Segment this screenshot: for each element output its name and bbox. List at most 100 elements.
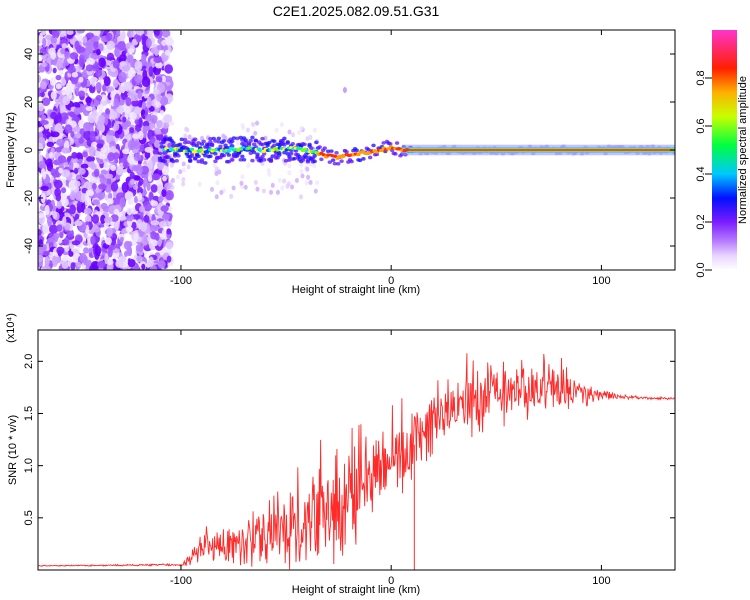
snr-x-tick-label: 0: [388, 575, 394, 587]
heatmap-ridge-halo: [199, 142, 205, 146]
heatmap-noise-cell: [40, 185, 49, 192]
heatmap-ridge-halo: [288, 151, 294, 156]
heatmap-noise-cell: [63, 237, 70, 246]
heatmap-noise-cell: [127, 258, 136, 268]
heatmap-noise-cell: [308, 180, 313, 186]
heatmap-noise-cell: [279, 122, 284, 128]
heatmap-ridge-halo: [285, 152, 290, 156]
heatmap-noise-cell: [182, 167, 187, 173]
heatmap-ridge-halo: [213, 139, 218, 143]
heatmap-noise-cell: [138, 205, 145, 213]
heatmap-noise-cell: [148, 256, 154, 268]
heatmap-noise-cell: [76, 30, 85, 34]
heatmap-ridge-halo: [272, 143, 277, 148]
heatmap-noise-cell: [55, 83, 62, 90]
heatmap-noise-cell: [70, 262, 76, 270]
heatmap-noise-cell: [275, 189, 280, 195]
heatmap-noise-cell: [299, 162, 304, 168]
heatmap-noise-cell: [342, 87, 347, 93]
heatmap-ridge-halo: [302, 142, 307, 147]
spectrogram-y-tick-label: -20: [23, 190, 35, 206]
heatmap-noise-cell: [69, 52, 79, 60]
heatmap-noise-cell: [150, 184, 158, 193]
heatmap-ridge-core: [189, 147, 195, 151]
heatmap-noise-cell: [78, 119, 85, 128]
heatmap-ridge-halo: [374, 152, 380, 157]
heatmap-noise-cell: [255, 120, 260, 126]
heatmap-noise-cell: [87, 113, 96, 124]
heatmap-noise-cell: [89, 177, 97, 183]
heatmap-noise-cell: [98, 261, 105, 269]
heatmap-noise-cell: [40, 119, 49, 126]
spectrogram-x-tick-label: -100: [170, 275, 192, 287]
heatmap-noise-cell: [155, 76, 163, 83]
heatmap-noise-cell: [150, 230, 157, 240]
heatmap-noise-cell: [124, 191, 134, 201]
heatmap-noise-cell: [100, 169, 108, 175]
heatmap-noise-cell: [144, 146, 154, 153]
heatmap-noise-cell: [96, 143, 104, 149]
heatmap-noise-cell: [136, 219, 143, 229]
heatmap-noise-cell: [97, 104, 104, 112]
heatmap-noise-cell: [197, 181, 202, 187]
heatmap-noise-cell: [304, 180, 309, 186]
heatmap-noise-cell: [166, 35, 173, 46]
heatmap-noise-cell: [38, 179, 43, 188]
heatmap-noise-cell: [129, 127, 135, 134]
heatmap-noise-cell: [149, 136, 156, 144]
heatmap-noise-cell: [140, 109, 146, 116]
heatmap-noise-cell: [80, 163, 89, 169]
heatmap-noise-cell: [100, 202, 108, 210]
colorbar-tick-label: 0.8: [695, 70, 707, 85]
heatmap-noise-cell: [181, 181, 186, 187]
heatmap-noise-cell: [38, 74, 42, 84]
heatmap-ridge-halo: [349, 159, 354, 164]
heatmap-ridge-halo: [339, 159, 344, 163]
heatmap-noise-cell: [135, 34, 142, 43]
heatmap-ridge-halo: [334, 151, 339, 155]
heatmap-noise-cell: [118, 100, 125, 106]
heatmap-noise-cell: [63, 161, 69, 168]
heatmap-noise-cell: [219, 190, 224, 196]
heatmap-noise-cell: [126, 246, 133, 257]
heatmap-noise-cell: [75, 261, 81, 268]
heatmap-noise-cell: [263, 135, 268, 141]
heatmap-noise-cell: [159, 96, 169, 106]
heatmap-noise-cell: [68, 251, 74, 257]
heatmap-noise-cell: [156, 44, 166, 51]
heatmap-ridge-halo: [290, 142, 295, 146]
heatmap-noise-cell: [129, 171, 135, 181]
heatmap-ridge-halo: [225, 145, 230, 150]
heatmap-noise-cell: [124, 108, 129, 120]
heatmap-noise-cell: [291, 132, 296, 138]
heatmap-noise-cell: [125, 214, 134, 222]
heatmap-noise-cell: [62, 95, 71, 106]
heatmap-ridge-halo: [159, 145, 164, 149]
heatmap-noise-cell: [112, 59, 120, 69]
heatmap-noise-cell: [103, 76, 111, 87]
heatmap-noise-cell: [51, 30, 57, 38]
heatmap-noise-cell: [141, 76, 151, 88]
heatmap-noise-cell: [140, 165, 150, 175]
heatmap-noise-cell: [41, 62, 48, 68]
heatmap-noise-cell: [38, 254, 44, 263]
heatmap-noise-cell: [286, 181, 291, 187]
heatmap-noise-cell: [103, 216, 112, 223]
heatmap-noise-cell: [157, 260, 166, 269]
heatmap-noise-cell: [306, 174, 311, 180]
heatmap-noise-cell: [210, 186, 215, 192]
heatmap-ridge-halo: [262, 157, 267, 162]
heatmap-noise-cell: [161, 165, 170, 176]
heatmap-noise-cell: [42, 171, 47, 180]
heatmap-noise-cell: [90, 52, 99, 60]
heatmap-noise-cell: [269, 189, 274, 195]
heatmap-noise-cell: [141, 263, 146, 270]
heatmap-noise-cell: [290, 184, 295, 190]
heatmap-noise-cell: [83, 254, 88, 266]
heatmap-noise-cell: [135, 30, 145, 36]
heatmap-noise-cell: [42, 37, 47, 48]
heatmap-noise-cell: [41, 97, 51, 107]
heatmap-ridge-halo: [312, 159, 317, 164]
heatmap-noise-cell: [143, 93, 148, 99]
heatmap-noise-cell: [92, 183, 97, 191]
